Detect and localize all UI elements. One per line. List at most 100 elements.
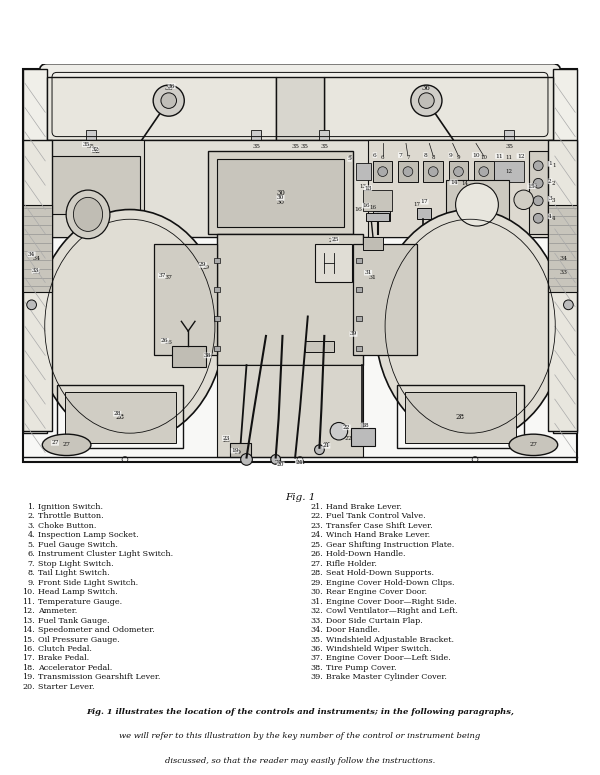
Text: Door Side Curtain Flap.: Door Side Curtain Flap. bbox=[326, 617, 422, 625]
Bar bbox=[47, 140, 553, 236]
Bar bbox=[397, 384, 524, 448]
Bar bbox=[474, 161, 494, 182]
Bar bbox=[494, 161, 524, 182]
Text: 35: 35 bbox=[82, 142, 90, 147]
Text: 9: 9 bbox=[457, 156, 460, 160]
Text: 35: 35 bbox=[87, 144, 95, 149]
Bar bbox=[214, 346, 220, 350]
Text: 28: 28 bbox=[116, 412, 125, 421]
Bar bbox=[366, 213, 389, 221]
Text: 35: 35 bbox=[301, 144, 309, 149]
Bar bbox=[319, 129, 329, 142]
Text: 21: 21 bbox=[323, 443, 331, 447]
Bar bbox=[86, 129, 96, 142]
Bar bbox=[57, 384, 184, 448]
Text: Oil Pressure Gauge.: Oil Pressure Gauge. bbox=[38, 636, 119, 643]
Bar bbox=[208, 151, 353, 234]
Ellipse shape bbox=[509, 434, 557, 456]
Text: 10: 10 bbox=[472, 153, 480, 157]
Text: 30.: 30. bbox=[310, 588, 323, 596]
Text: 13: 13 bbox=[360, 184, 367, 188]
Text: 2.: 2. bbox=[28, 512, 35, 520]
Bar bbox=[504, 129, 514, 142]
Polygon shape bbox=[553, 68, 577, 433]
Text: 34: 34 bbox=[32, 256, 41, 260]
Text: Inspection Lamp Socket.: Inspection Lamp Socket. bbox=[38, 531, 139, 539]
Bar bbox=[353, 243, 416, 356]
Text: 4: 4 bbox=[548, 214, 552, 219]
Bar bbox=[424, 161, 443, 182]
Text: 13: 13 bbox=[364, 186, 372, 191]
Bar bbox=[356, 163, 371, 181]
Text: Windshield Wiper Switch.: Windshield Wiper Switch. bbox=[326, 645, 431, 653]
Text: 31: 31 bbox=[364, 270, 372, 275]
Text: 3: 3 bbox=[552, 198, 556, 203]
Text: 27: 27 bbox=[529, 443, 538, 447]
Text: 8.: 8. bbox=[28, 569, 35, 577]
Text: 11: 11 bbox=[496, 153, 503, 159]
Text: Rear Engine Cover Door.: Rear Engine Cover Door. bbox=[326, 588, 427, 596]
Text: 6.: 6. bbox=[28, 550, 35, 558]
Text: Ignition Switch.: Ignition Switch. bbox=[38, 503, 103, 511]
Text: 20: 20 bbox=[275, 460, 283, 465]
Text: Head Lamp Switch.: Head Lamp Switch. bbox=[38, 588, 118, 596]
Text: 4: 4 bbox=[552, 215, 556, 221]
Ellipse shape bbox=[35, 209, 224, 443]
Text: Gear Shifting Instruction Plate.: Gear Shifting Instruction Plate. bbox=[326, 541, 454, 549]
Bar bbox=[47, 156, 140, 215]
Text: 27.: 27. bbox=[310, 560, 323, 567]
Text: 15: 15 bbox=[527, 184, 535, 188]
Text: 16.: 16. bbox=[22, 645, 35, 653]
Circle shape bbox=[271, 455, 281, 464]
Text: 27: 27 bbox=[51, 440, 59, 446]
Text: Fuel Tank Control Valve.: Fuel Tank Control Valve. bbox=[326, 512, 425, 520]
Text: 38: 38 bbox=[204, 353, 211, 358]
Text: 6: 6 bbox=[373, 153, 377, 157]
Text: 9: 9 bbox=[449, 153, 452, 157]
Text: 23: 23 bbox=[223, 436, 230, 440]
Text: Speedometer and Odometer.: Speedometer and Odometer. bbox=[38, 626, 155, 634]
Text: 14.: 14. bbox=[22, 626, 35, 634]
Text: 19.: 19. bbox=[22, 673, 35, 681]
Circle shape bbox=[27, 300, 37, 310]
Text: 19: 19 bbox=[234, 450, 242, 455]
Text: 1.: 1. bbox=[28, 503, 35, 511]
Text: 9.: 9. bbox=[28, 579, 35, 587]
Bar bbox=[350, 429, 375, 446]
Bar bbox=[356, 316, 362, 322]
Text: 37: 37 bbox=[165, 275, 173, 280]
Bar bbox=[398, 161, 418, 182]
Text: 8: 8 bbox=[431, 156, 435, 160]
Text: 5: 5 bbox=[347, 157, 352, 161]
Text: 17: 17 bbox=[413, 202, 420, 207]
Polygon shape bbox=[23, 68, 47, 433]
Text: Front Side Light Switch.: Front Side Light Switch. bbox=[38, 579, 138, 587]
Bar bbox=[275, 78, 325, 140]
Text: 22: 22 bbox=[343, 425, 350, 430]
Text: Transmission Gearshift Lever.: Transmission Gearshift Lever. bbox=[38, 673, 160, 681]
Bar bbox=[26, 249, 47, 257]
Bar bbox=[214, 258, 220, 263]
Text: Instrument Cluster Light Switch.: Instrument Cluster Light Switch. bbox=[38, 550, 173, 558]
Text: 31: 31 bbox=[369, 275, 377, 280]
Bar bbox=[217, 159, 344, 227]
Text: 6: 6 bbox=[381, 156, 385, 160]
Text: 24: 24 bbox=[295, 460, 303, 465]
Circle shape bbox=[533, 161, 543, 170]
Bar bbox=[368, 140, 553, 236]
Text: Brake Master Cylinder Cover.: Brake Master Cylinder Cover. bbox=[326, 673, 447, 681]
Text: 17: 17 bbox=[421, 199, 428, 205]
Text: 33: 33 bbox=[32, 268, 39, 274]
Text: 33.: 33. bbox=[310, 617, 323, 625]
Text: 14: 14 bbox=[462, 181, 469, 186]
Text: 15: 15 bbox=[530, 183, 537, 188]
Text: 29.: 29. bbox=[310, 579, 323, 587]
Text: 1: 1 bbox=[552, 164, 556, 168]
Bar bbox=[356, 288, 362, 292]
Text: 32.: 32. bbox=[310, 607, 323, 615]
Text: 39: 39 bbox=[350, 332, 357, 336]
Text: 16: 16 bbox=[355, 207, 362, 212]
Text: 8: 8 bbox=[424, 153, 427, 157]
Bar bbox=[446, 181, 509, 229]
Bar bbox=[356, 258, 362, 263]
